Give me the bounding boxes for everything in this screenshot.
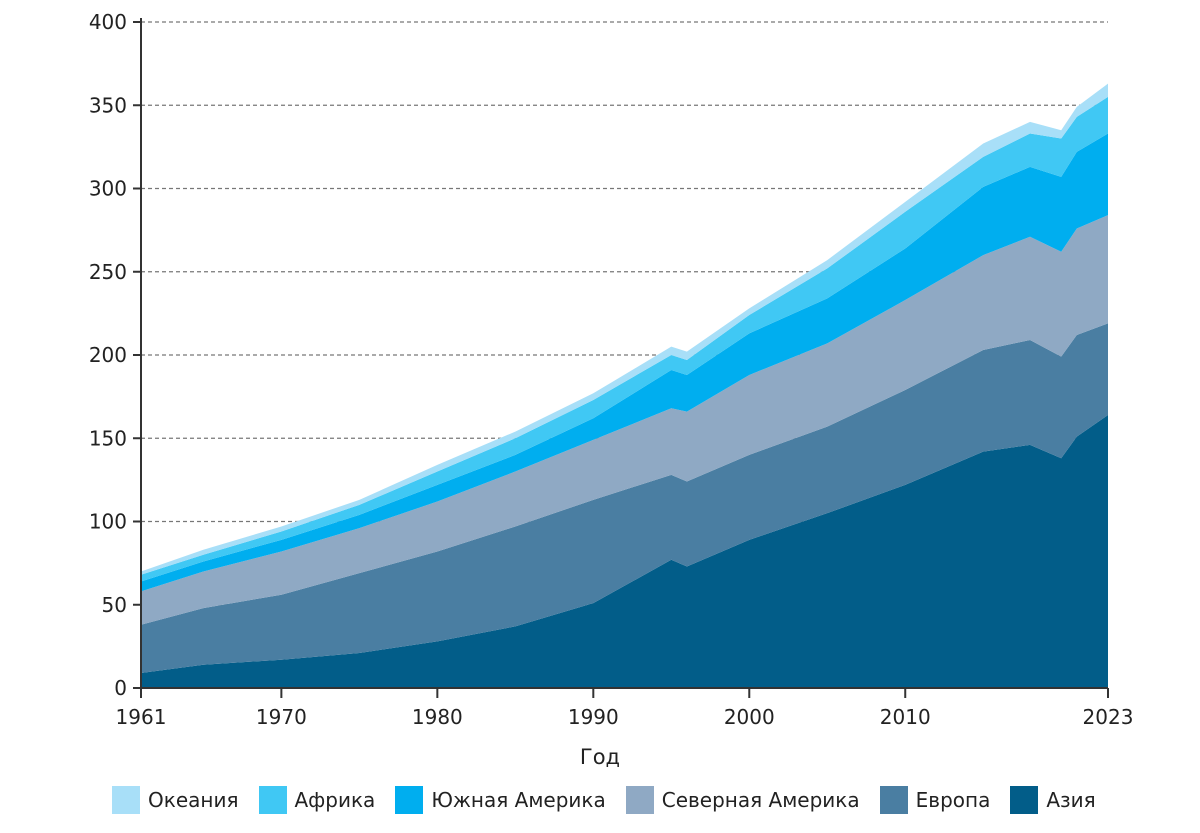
area-Океания xyxy=(141,83,1108,575)
y-tick-label: 350 xyxy=(89,93,127,117)
x-tick-label: 1970 xyxy=(256,705,307,729)
legend-swatch xyxy=(112,786,140,814)
y-tick-label: 150 xyxy=(89,426,127,450)
area-Европа xyxy=(141,323,1108,674)
y-tick-label: 50 xyxy=(102,593,127,617)
y-tick-label: 200 xyxy=(89,343,127,367)
y-tick-label: 250 xyxy=(89,260,127,284)
legend-item: Океания xyxy=(112,786,239,814)
x-tick-label: 1990 xyxy=(568,705,619,729)
legend-label: Океания xyxy=(148,788,239,812)
x-tick-label: 2010 xyxy=(880,705,931,729)
area-Северная Америка xyxy=(141,215,1108,625)
legend-item: Азия xyxy=(1010,786,1096,814)
legend-label: Южная Америка xyxy=(431,788,606,812)
legend-label: Азия xyxy=(1046,788,1096,812)
x-tick-label: 1980 xyxy=(412,705,463,729)
x-tick-label: 1961 xyxy=(116,705,167,729)
y-tick-label: 100 xyxy=(89,510,127,534)
y-tick-label: 0 xyxy=(114,676,127,700)
y-tick-label: 400 xyxy=(89,10,127,34)
x-axis-label: Год xyxy=(579,745,621,769)
area-Африка xyxy=(141,96,1108,582)
x-tick-label: 2023 xyxy=(1083,705,1134,729)
legend-item: Африка xyxy=(258,786,376,814)
area-Азия xyxy=(141,414,1108,688)
legend: Океания Африка Южная Америка Северная Амери… xyxy=(112,786,1116,814)
legend-label: Северная Америка xyxy=(661,788,860,812)
legend-item: Северная Америка xyxy=(625,786,860,814)
legend-swatch xyxy=(879,786,908,814)
area-Южная Америка xyxy=(141,133,1108,592)
legend-item: Южная Америка xyxy=(395,786,606,814)
legend-swatch xyxy=(395,786,424,814)
x-tick-label: 2000 xyxy=(724,705,775,729)
legend-item: Европа xyxy=(879,786,991,814)
legend-swatch xyxy=(258,786,287,814)
legend-swatch xyxy=(1010,786,1039,814)
y-tick-label: 300 xyxy=(89,177,127,201)
legend-label: Африка xyxy=(294,788,376,812)
legend-swatch xyxy=(625,786,654,814)
legend-label: Европа xyxy=(915,788,991,812)
